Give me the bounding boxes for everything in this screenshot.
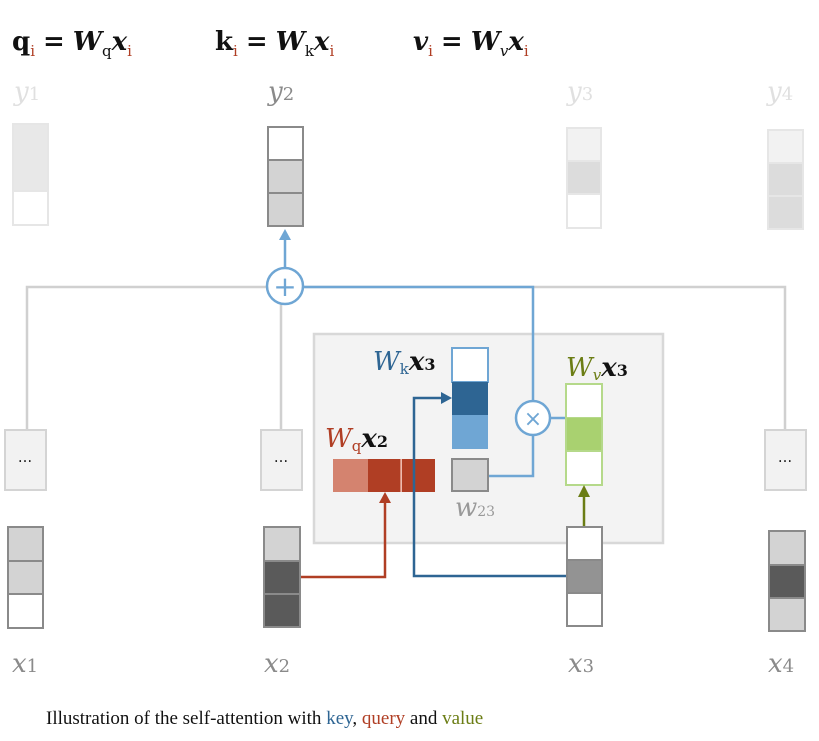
ellipsis-box-1 bbox=[4, 429, 47, 491]
input-vector-x2 bbox=[263, 526, 301, 628]
output-vector-y4 bbox=[767, 129, 804, 230]
query-equation: qi = Wqxi bbox=[12, 27, 132, 60]
query-projection-line bbox=[300, 502, 387, 579]
key-weight-lines bbox=[283, 240, 566, 478]
output-label-y4: y4 bbox=[766, 77, 793, 107]
caption: Illustration of the self-attention with … bbox=[46, 708, 483, 729]
svg-text:×: × bbox=[524, 407, 542, 432]
value-vector bbox=[565, 383, 603, 486]
multiply-icon: × bbox=[514, 399, 552, 437]
arrow-up-to-y2-icon bbox=[279, 229, 291, 240]
ellipsis-box-2 bbox=[260, 429, 303, 491]
ellipsis-1: ... bbox=[18, 448, 32, 466]
output-label-y3: y3 bbox=[566, 77, 593, 107]
output-vector-y2 bbox=[267, 126, 304, 227]
weight-label: w23 bbox=[455, 493, 495, 523]
ellipsis-box-4 bbox=[764, 429, 807, 491]
query-vector bbox=[333, 459, 435, 492]
output-vector-y1 bbox=[12, 123, 49, 226]
sum-plus-icon: + bbox=[265, 266, 305, 306]
svg-text:+: + bbox=[273, 270, 296, 303]
input-label-x1: x1 bbox=[12, 649, 38, 679]
weight-w23-box bbox=[451, 458, 489, 492]
output-vector-y3 bbox=[566, 127, 602, 229]
input-label-x3: x3 bbox=[568, 649, 594, 679]
value-arrow-icon bbox=[578, 485, 590, 497]
value-label: Wvx3 bbox=[566, 353, 628, 384]
equations: qi = Wqxi ki = Wkxi vi = Wvxi bbox=[12, 27, 529, 60]
ellipsis-2: ... bbox=[274, 448, 288, 466]
output-label-y1: y1 bbox=[13, 77, 40, 107]
ellipsis-4: ... bbox=[778, 448, 792, 466]
key-vector bbox=[451, 347, 489, 449]
input-vector-x4 bbox=[768, 530, 806, 632]
key-equation: ki = Wkxi bbox=[215, 27, 334, 60]
input-vector-x3 bbox=[566, 526, 603, 627]
input-label-x4: x4 bbox=[768, 649, 794, 679]
key-label: Wkx3 bbox=[373, 347, 435, 378]
key-arrow-icon bbox=[441, 392, 452, 404]
input-label-x2: x2 bbox=[264, 649, 290, 679]
query-arrow-icon bbox=[379, 492, 391, 503]
input-vector-x1 bbox=[7, 526, 44, 629]
query-label: Wqx2 bbox=[325, 424, 388, 455]
key-projection-line bbox=[412, 396, 567, 578]
value-equation: vi = Wvxi bbox=[413, 27, 529, 60]
output-label-y2: y2 bbox=[267, 77, 294, 107]
